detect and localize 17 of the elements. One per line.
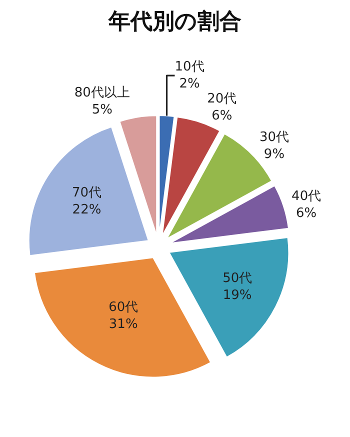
data-label: 6% [212, 108, 232, 124]
chart-title: 年代別の割合 [108, 10, 242, 35]
data-label: 31% [108, 316, 138, 332]
slice-label: 30代 [259, 130, 290, 146]
data-label: 2% [179, 76, 200, 92]
slice-label: 60代 [108, 300, 138, 315]
slice-label: 70代 [72, 186, 102, 201]
data-label: 9% [264, 146, 285, 162]
data-label: 22% [72, 202, 102, 218]
data-label: 5% [92, 102, 112, 118]
slice-label: 50代 [222, 271, 252, 286]
data-label: 19% [222, 288, 252, 304]
slice-label: 10代 [174, 60, 204, 75]
data-label: 6% [296, 206, 317, 221]
slice-label: 40代 [292, 188, 322, 204]
slice-label: 20代 [207, 92, 237, 107]
slice-label: 80代以上 [74, 86, 130, 101]
